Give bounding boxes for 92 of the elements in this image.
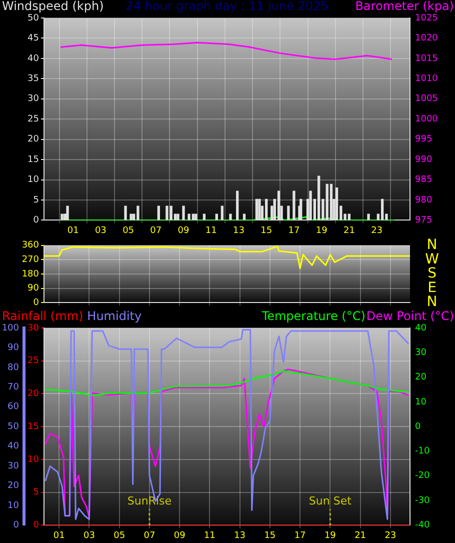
y2-tick-label: -20 xyxy=(415,471,430,482)
y2-tick-label: 0 xyxy=(415,422,421,432)
x-tick-label: 01 xyxy=(53,530,65,541)
y2-tick-label: 975 xyxy=(415,216,432,226)
ref-line-label: Sun Set xyxy=(308,494,352,508)
x-tick-label: 17 xyxy=(288,226,300,236)
y2-tick-label: 1015 xyxy=(415,54,438,64)
text: Temperature (°C) xyxy=(260,309,366,324)
y-tick-label: 270 xyxy=(22,255,40,266)
y-tick-label: 40 xyxy=(28,54,40,64)
y3-tick-label: 100 xyxy=(2,323,20,334)
ref-line-label: SunRise xyxy=(127,494,172,508)
y3-tick-label: 0 xyxy=(13,520,20,531)
y-tick-label: 10 xyxy=(28,454,40,465)
x-tick-label: 03 xyxy=(94,226,106,236)
y3-tick-label: 80 xyxy=(8,362,20,373)
x-tick-label: 07 xyxy=(144,530,156,541)
y3-tick-label: 70 xyxy=(8,382,20,393)
y2-tick-label: -40 xyxy=(415,520,430,531)
text: N xyxy=(426,237,438,254)
x-tick-label: 11 xyxy=(205,226,217,236)
chart-title: 24 hour graph day : 11 June 2025 xyxy=(126,0,328,14)
y2-tick-label: 1000 xyxy=(415,114,438,124)
y2-tick-label: 995 xyxy=(415,134,432,145)
text: Rainfall (mm) xyxy=(2,309,84,324)
series-label: Humidity xyxy=(87,309,142,324)
y-tick-label: 5 xyxy=(33,488,39,498)
text: Barometer (kpa) xyxy=(355,0,454,14)
text: E xyxy=(428,280,436,296)
y2-tick-label: -10 xyxy=(415,446,430,457)
y2-tick-label: 10 xyxy=(415,397,427,408)
x-tick-label: 05 xyxy=(114,530,126,541)
y2-tick-label: 1010 xyxy=(415,74,438,84)
y-tick-label: 0 xyxy=(33,216,40,226)
text: N xyxy=(426,294,438,310)
y3-tick-label: 20 xyxy=(8,481,20,492)
x-tick-label: 01 xyxy=(67,226,79,236)
y-tick-label: 50 xyxy=(28,13,40,24)
y2-tick-label: 1005 xyxy=(415,94,438,104)
y-tick-label: 25 xyxy=(28,356,39,366)
x-tick-label: 07 xyxy=(150,226,162,236)
y-tick-label: 15 xyxy=(28,154,39,165)
y2-tick-label: 980 xyxy=(415,195,432,206)
x-tick-label: 11 xyxy=(204,530,216,541)
y-tick-label: 0 xyxy=(33,520,40,531)
y2-tick-label: 1025 xyxy=(415,13,438,24)
y-tick-label: 25 xyxy=(28,114,39,124)
y-tick-label: 360 xyxy=(22,240,40,251)
x-tick-label: 21 xyxy=(343,226,355,236)
x-tick-label: 17 xyxy=(294,530,306,541)
x-tick-label: 03 xyxy=(83,530,95,541)
x-tick-label: 21 xyxy=(354,530,366,541)
x-tick-label: 23 xyxy=(384,530,396,541)
y2-tick-label: 20 xyxy=(415,372,427,383)
y-tick-label: 180 xyxy=(22,269,40,280)
y2-tick-label: 1020 xyxy=(415,34,438,44)
y-tick-label: 20 xyxy=(28,134,40,145)
x-tick-label: 13 xyxy=(234,530,246,541)
x-tick-label: 15 xyxy=(260,226,272,236)
y2-tick-label: 30 xyxy=(415,348,427,358)
y-tick-label: 30 xyxy=(28,323,40,334)
x-tick-label: 05 xyxy=(122,226,134,236)
y2-tick-label: 40 xyxy=(415,323,427,334)
y3-tick-label: 60 xyxy=(8,402,20,412)
x-tick-label: 15 xyxy=(264,530,276,541)
y-tick-label: 30 xyxy=(28,94,40,104)
y3-tick-label: 90 xyxy=(8,343,20,354)
y-tick-label: 15 xyxy=(28,422,39,432)
y2-tick-label: 985 xyxy=(415,175,432,186)
y3-tick-label: 30 xyxy=(8,461,20,472)
y-tick-label: 90 xyxy=(28,284,40,294)
y-tick-label: 10 xyxy=(28,175,40,186)
text: W xyxy=(425,251,440,268)
y-tick-label: 5 xyxy=(33,195,39,206)
x-tick-label: 19 xyxy=(316,226,328,236)
y-tick-label: 20 xyxy=(28,389,40,400)
y2-tick-label: 990 xyxy=(415,154,432,165)
y-tick-label: 35 xyxy=(28,74,39,84)
x-tick-label: 19 xyxy=(324,530,336,541)
y-tick-label: 0 xyxy=(33,298,40,308)
x-tick-label: 13 xyxy=(233,226,244,236)
x-tick-label: 09 xyxy=(178,226,190,236)
text: S xyxy=(428,266,437,282)
x-tick-label: 23 xyxy=(371,226,383,236)
y3-tick-label: 40 xyxy=(8,442,20,452)
text: Windspeed (kph) xyxy=(2,0,104,14)
y3-tick-label: 10 xyxy=(8,500,20,511)
text: Dew Point (°C) xyxy=(366,309,454,324)
y3-tick-label: 50 xyxy=(8,422,20,432)
y2-tick-label: -30 xyxy=(415,496,430,506)
x-tick-label: 09 xyxy=(174,530,186,541)
y-tick-label: 45 xyxy=(28,34,39,44)
